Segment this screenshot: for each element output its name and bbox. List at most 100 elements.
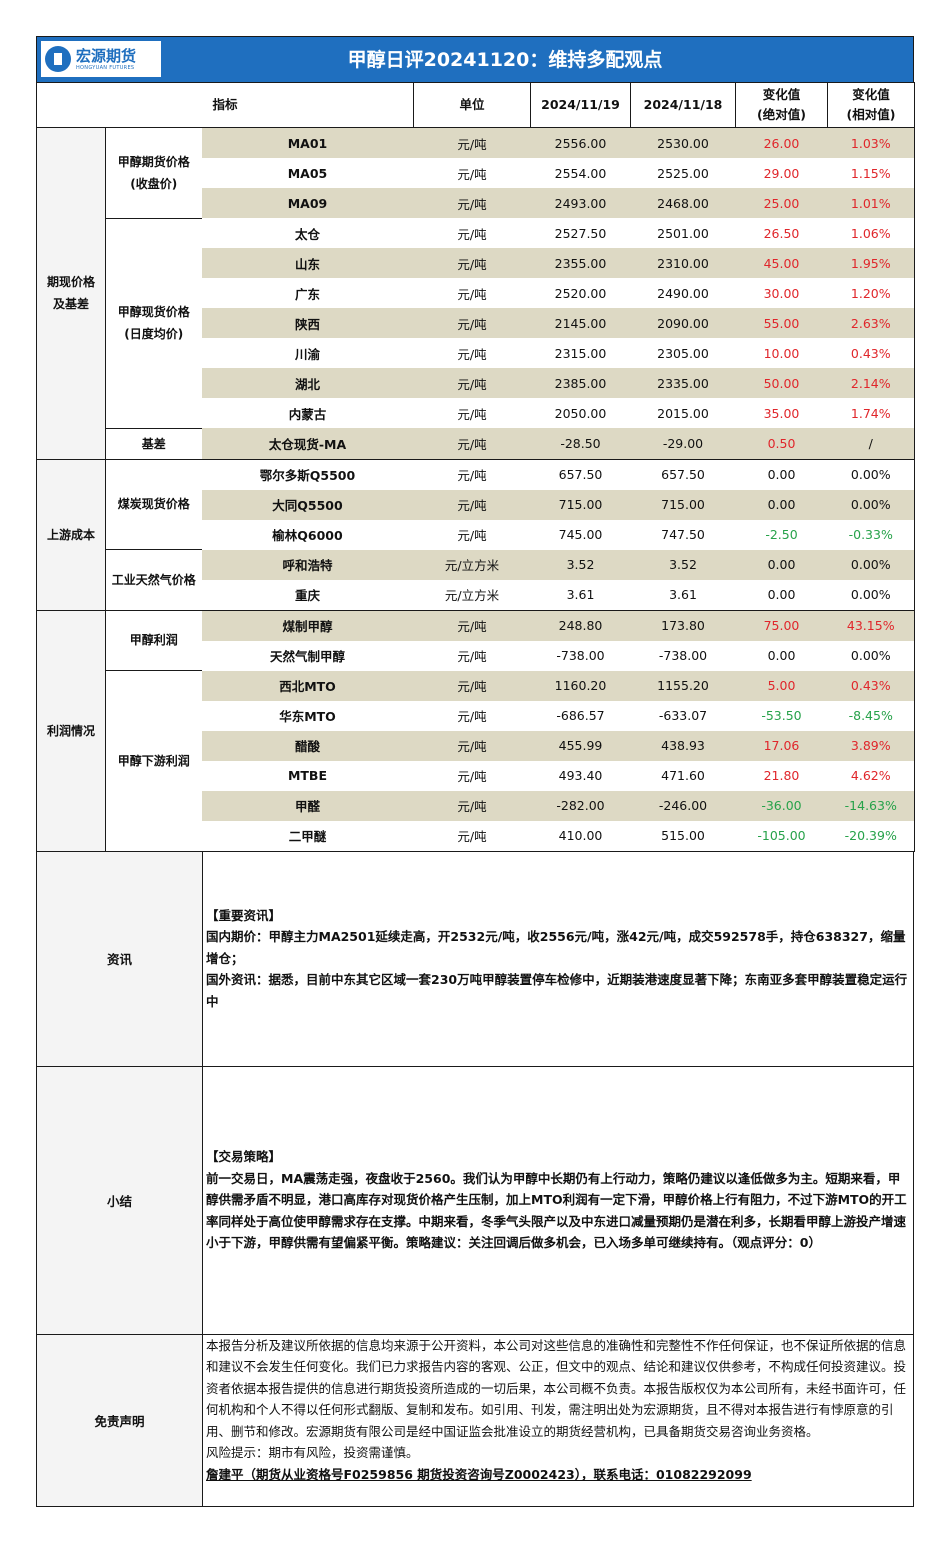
unit-cell: 元/吨 <box>457 649 487 664</box>
title-bar: 宏源期货 HONGYUAN FUTURES 甲醇日评20241120：维持多配观… <box>36 36 914 82</box>
unit-cell: 元/吨 <box>413 127 531 158</box>
value-date1: 2556.00 <box>530 127 631 158</box>
analyst-contact: 詹建平（期货从业资格号F0259856 期货投资咨询号Z0002423），联系电… <box>206 1466 752 1482</box>
table-row: 甲醇下游利润 西北MTO 元/吨 1160.20 1155.20 5.00 0.43% <box>37 670 915 852</box>
rel-change-cell: 1.01% <box>827 188 915 218</box>
rel-change-cell: / <box>827 428 915 460</box>
rel-change-cell: 0.00% <box>827 579 915 611</box>
col-header-unit: 单位 <box>413 82 531 128</box>
unit-cell: 元/吨 <box>413 790 531 821</box>
abs-change-cell: 0.50 <box>735 428 828 460</box>
value-date1: 2355.00 <box>530 248 631 278</box>
rel-change-cell: 1.03% <box>827 127 915 158</box>
value-date2: 173.80 <box>630 610 736 641</box>
rel-change-cell: -0.33% <box>827 519 915 550</box>
abs-change-cell: 0.00 <box>767 648 796 663</box>
value-date1: 2554.00 <box>554 165 607 181</box>
rel-change-cell: 0.00% <box>827 489 915 520</box>
rel-change-cell: 1.95% <box>827 248 915 278</box>
value-date2: 438.93 <box>630 730 736 761</box>
value-date1: 455.99 <box>530 730 631 761</box>
group-label: 期现价格 及基差 <box>36 127 106 460</box>
table-row: 醋酸 元/吨 455.99 438.93 17.06 3.89% <box>37 730 915 761</box>
value-date2: 515.00 <box>630 820 736 852</box>
table-row: 工业天然气价格 呼和浩特 元/立方米 3.52 3.52 0.00 0.00% <box>37 549 915 611</box>
unit-cell: 元/吨 <box>457 709 487 724</box>
col-header-indicator: 指标 <box>36 82 414 128</box>
logo-name-en: HONGYUAN FUTURES <box>76 64 135 71</box>
value-date2: 2501.00 <box>657 225 709 241</box>
unit-cell: 元/立方米 <box>413 549 531 580</box>
unit-cell: 元/吨 <box>413 428 531 460</box>
rel-change-sub: (相对值) <box>846 107 896 122</box>
group-label: 利润情况 <box>36 609 106 852</box>
indicator-name: 呼和浩特 <box>201 549 414 580</box>
news-foreign: 国外资讯：据悉，目前中东其它区域一套230万吨甲醇装置停车检修中，近期装港速度显… <box>206 972 908 1009</box>
value-date1: -282.00 <box>530 790 631 821</box>
rel-change-cell: 1.15% <box>827 158 915 188</box>
indicator-name: 太仓现货-MA <box>201 428 414 460</box>
value-date2: 3.61 <box>630 579 736 611</box>
value-date1: -686.57 <box>556 708 605 723</box>
rel-change-cell: 3.89% <box>827 730 915 761</box>
value-date2: -633.07 <box>658 708 708 723</box>
subgroup-label: 甲醇现货价格 (日度均价) <box>105 217 202 429</box>
indicator-name: MA09 <box>201 188 414 218</box>
unit-cell: 元/吨 <box>413 188 531 218</box>
disclaimer-text: 本报告分析及建议所依据的信息均来源于公开资料，本公司对这些信息的准确性和完整性不… <box>206 1337 907 1439</box>
unit-cell: 元/吨 <box>457 226 487 242</box>
indicator-name: 二甲醚 <box>201 820 414 852</box>
indicator-name: MTBE <box>287 768 328 783</box>
news-domestic: 国内期价：甲醇主力MA2501延续走高，开2532元/吨，收2556元/吨，涨4… <box>206 929 906 966</box>
col-header-date1: 2024/11/19 <box>530 82 631 128</box>
abs-change-cell: 35.00 <box>763 405 800 421</box>
news-label: 资讯 <box>37 851 203 1066</box>
table-row: MA09 元/吨 2493.00 2468.00 25.00 1.01% <box>37 188 915 218</box>
unit-cell: 元/吨 <box>457 406 487 422</box>
value-date2: -246.00 <box>630 790 736 821</box>
value-date2: 747.50 <box>661 527 705 542</box>
rel-change-cell: 0.00% <box>827 459 915 490</box>
unit-cell: 元/立方米 <box>413 579 531 611</box>
rel-change-cell: 0.00% <box>827 549 915 580</box>
value-date1: 2493.00 <box>530 188 631 218</box>
table-row: 甲醇现货价格 (日度均价) 太仓 元/吨 2527.50 2501.00 26.50 1.0… <box>37 217 915 429</box>
summary-label: 小结 <box>37 1066 203 1334</box>
abs-change-cell: -36.00 <box>735 790 828 821</box>
value-date1: -28.50 <box>530 428 631 460</box>
rel-change-cell: 1.20% <box>827 278 915 308</box>
indicator-name: 华东MTO <box>279 709 336 724</box>
indicator-name: 重庆 <box>201 579 414 611</box>
abs-change-cell: 25.00 <box>735 188 828 218</box>
indicator-name: MA01 <box>201 127 414 158</box>
table-row: 湖北 元/吨 2385.00 2335.00 50.00 2.14% <box>37 368 915 398</box>
rel-change-cell: -20.39% <box>827 820 915 852</box>
unit-cell: 元/吨 <box>413 670 531 701</box>
abs-change-cell: 0.00 <box>735 579 828 611</box>
news-section: 资讯 【重要资讯】 国内期价：甲醇主力MA2501延续走高，开2532元/吨，收… <box>36 851 914 1067</box>
table-row: 大同Q5500 元/吨 715.00 715.00 0.00 0.00% <box>37 489 915 520</box>
value-date1: 2315.00 <box>554 345 607 361</box>
abs-change-cell: -105.00 <box>735 820 828 852</box>
indicator-name: 陕西 <box>201 308 414 338</box>
value-date2: -29.00 <box>630 428 736 460</box>
rel-change-cell: 0.00% <box>827 640 915 671</box>
table-row: 川渝 元/吨 2315.00 2305.00 10.00 0.43% <box>37 338 915 368</box>
logo-icon <box>45 46 71 72</box>
abs-change-cell: 75.00 <box>735 610 828 641</box>
value-date2: 471.60 <box>661 768 705 783</box>
abs-change-cell: 55.00 <box>735 308 828 338</box>
abs-change-cell: 0.00 <box>735 489 828 520</box>
value-date1: 248.80 <box>530 610 631 641</box>
abs-change-cell: -2.50 <box>765 527 798 542</box>
summary-body: 【交易策略】 前一交易日，MA震荡走强，夜盘收于2560。我们认为甲醇中长期仍有… <box>203 1067 913 1334</box>
subgroup-label: 甲醇下游利润 <box>105 670 202 852</box>
table-row: 山东 元/吨 2355.00 2310.00 45.00 1.95% <box>37 248 915 278</box>
value-date1: 2050.00 <box>554 405 607 421</box>
value-date1: 410.00 <box>530 820 631 852</box>
table-row: 天然气制甲醇 元/吨 -738.00 -738.00 0.00 0.00% <box>37 640 915 671</box>
value-date1: 2520.00 <box>554 285 607 301</box>
abs-change-cell: -53.50 <box>761 708 802 723</box>
unit-cell: 元/吨 <box>413 730 531 761</box>
abs-change-cell: 26.00 <box>735 127 828 158</box>
